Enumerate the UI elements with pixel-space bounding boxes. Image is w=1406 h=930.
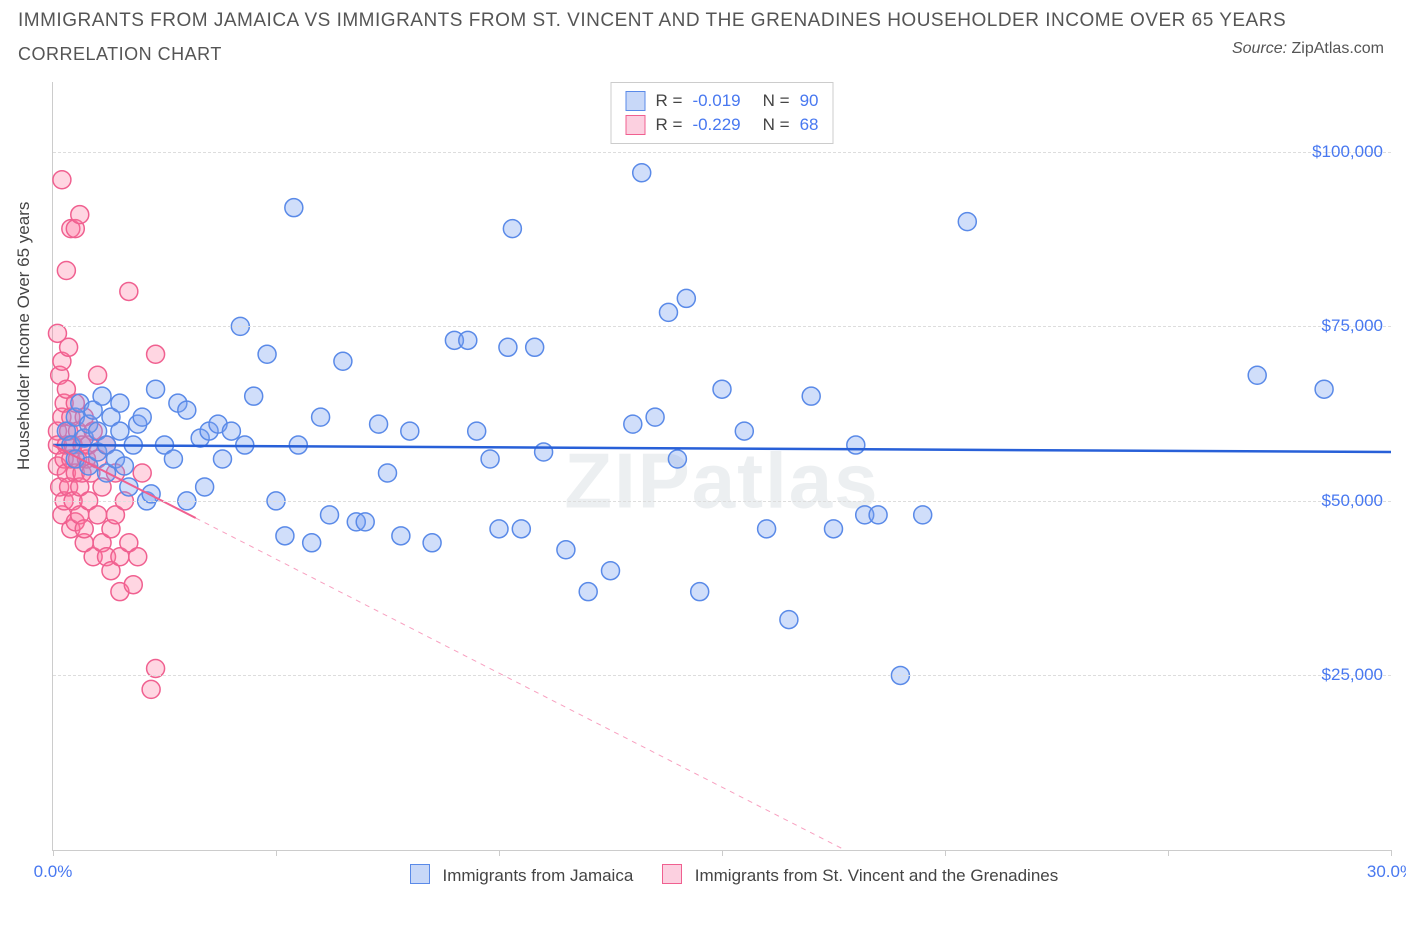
- scatter-point: [370, 415, 388, 433]
- trend-line-pink-dashed: [196, 518, 845, 850]
- scatter-point: [735, 422, 753, 440]
- scatter-point: [758, 520, 776, 538]
- scatter-point: [133, 408, 151, 426]
- scatter-point: [60, 338, 78, 356]
- legend-label-pink: Immigrants from St. Vincent and the Gren…: [695, 866, 1058, 885]
- scatter-point: [89, 506, 107, 524]
- scatter-point: [481, 450, 499, 468]
- scatter-point: [312, 408, 330, 426]
- y-tick-label: $100,000: [1312, 142, 1383, 162]
- scatter-svg: [53, 82, 1391, 850]
- scatter-point: [93, 387, 111, 405]
- stats-row-pink: R = -0.229 N = 68: [626, 113, 819, 137]
- scatter-point: [579, 583, 597, 601]
- scatter-point: [503, 220, 521, 238]
- source-prefix: Source:: [1232, 40, 1292, 57]
- scatter-point: [124, 576, 142, 594]
- r-value-blue: -0.019: [692, 89, 740, 113]
- scatter-point: [535, 443, 553, 461]
- stats-legend: R = -0.019 N = 90 R = -0.229 N = 68: [611, 82, 834, 144]
- y-tick-label: $50,000: [1322, 491, 1383, 511]
- scatter-point: [468, 422, 486, 440]
- y-axis-label: Householder Income Over 65 years: [14, 202, 34, 470]
- scatter-point: [147, 345, 165, 363]
- scatter-point: [677, 289, 695, 307]
- scatter-point: [379, 464, 397, 482]
- scatter-point: [392, 527, 410, 545]
- source-credit: Source: ZipAtlas.com: [1232, 40, 1384, 58]
- scatter-point: [111, 394, 129, 412]
- x-tick-label: 0.0%: [34, 862, 73, 882]
- source-name: ZipAtlas.com: [1292, 40, 1384, 57]
- scatter-point: [142, 680, 160, 698]
- scatter-point: [499, 338, 517, 356]
- scatter-point: [958, 213, 976, 231]
- scatter-point: [668, 450, 686, 468]
- scatter-point: [423, 534, 441, 552]
- scatter-point: [802, 387, 820, 405]
- scatter-point: [133, 464, 151, 482]
- scatter-point: [178, 401, 196, 419]
- scatter-point: [147, 380, 165, 398]
- scatter-point: [691, 583, 709, 601]
- scatter-point: [1248, 366, 1266, 384]
- chart-subtitle: CORRELATION CHART: [18, 44, 222, 65]
- scatter-point: [53, 171, 71, 189]
- series-legend: Immigrants from Jamaica Immigrants from …: [53, 864, 1391, 886]
- scatter-point: [869, 506, 887, 524]
- scatter-point: [75, 520, 93, 538]
- scatter-point: [624, 415, 642, 433]
- y-tick-label: $75,000: [1322, 316, 1383, 336]
- scatter-point: [276, 527, 294, 545]
- chart-container: IMMIGRANTS FROM JAMAICA VS IMMIGRANTS FR…: [0, 0, 1406, 930]
- legend-swatch-pink: [662, 864, 682, 884]
- scatter-point: [129, 548, 147, 566]
- scatter-point: [89, 366, 107, 384]
- scatter-point: [602, 562, 620, 580]
- scatter-point: [490, 520, 508, 538]
- chart-title: IMMIGRANTS FROM JAMAICA VS IMMIGRANTS FR…: [18, 10, 1286, 32]
- scatter-point: [401, 422, 419, 440]
- scatter-point: [780, 611, 798, 629]
- scatter-point: [334, 352, 352, 370]
- scatter-point: [713, 380, 731, 398]
- scatter-point: [557, 541, 575, 559]
- scatter-point: [196, 478, 214, 496]
- legend-label-blue: Immigrants from Jamaica: [442, 866, 633, 885]
- scatter-point: [356, 513, 374, 531]
- scatter-point: [111, 422, 129, 440]
- scatter-point: [213, 450, 231, 468]
- scatter-point: [222, 422, 240, 440]
- scatter-point: [303, 534, 321, 552]
- r-value-pink: -0.229: [692, 113, 740, 137]
- scatter-point: [646, 408, 664, 426]
- scatter-point: [164, 450, 182, 468]
- scatter-point: [526, 338, 544, 356]
- scatter-point: [57, 262, 75, 280]
- x-tick-label: 30.0%: [1367, 862, 1406, 882]
- stats-row-blue: R = -0.019 N = 90: [626, 89, 819, 113]
- scatter-point: [633, 164, 651, 182]
- n-value-pink: 68: [800, 113, 819, 137]
- scatter-point: [321, 506, 339, 524]
- plot-area: ZIPatlas R = -0.019 N = 90 R = -0.229 N …: [52, 82, 1391, 851]
- scatter-point: [914, 506, 932, 524]
- scatter-point: [71, 206, 89, 224]
- scatter-point: [825, 520, 843, 538]
- swatch-pink: [626, 115, 646, 135]
- scatter-point: [245, 387, 263, 405]
- scatter-point: [120, 282, 138, 300]
- y-tick-label: $25,000: [1322, 665, 1383, 685]
- scatter-point: [115, 457, 133, 475]
- scatter-point: [512, 520, 530, 538]
- n-value-blue: 90: [800, 89, 819, 113]
- scatter-point: [459, 331, 477, 349]
- scatter-point: [285, 199, 303, 217]
- scatter-point: [847, 436, 865, 454]
- legend-swatch-blue: [410, 864, 430, 884]
- scatter-point: [1315, 380, 1333, 398]
- scatter-point: [659, 303, 677, 321]
- swatch-blue: [626, 91, 646, 111]
- scatter-point: [258, 345, 276, 363]
